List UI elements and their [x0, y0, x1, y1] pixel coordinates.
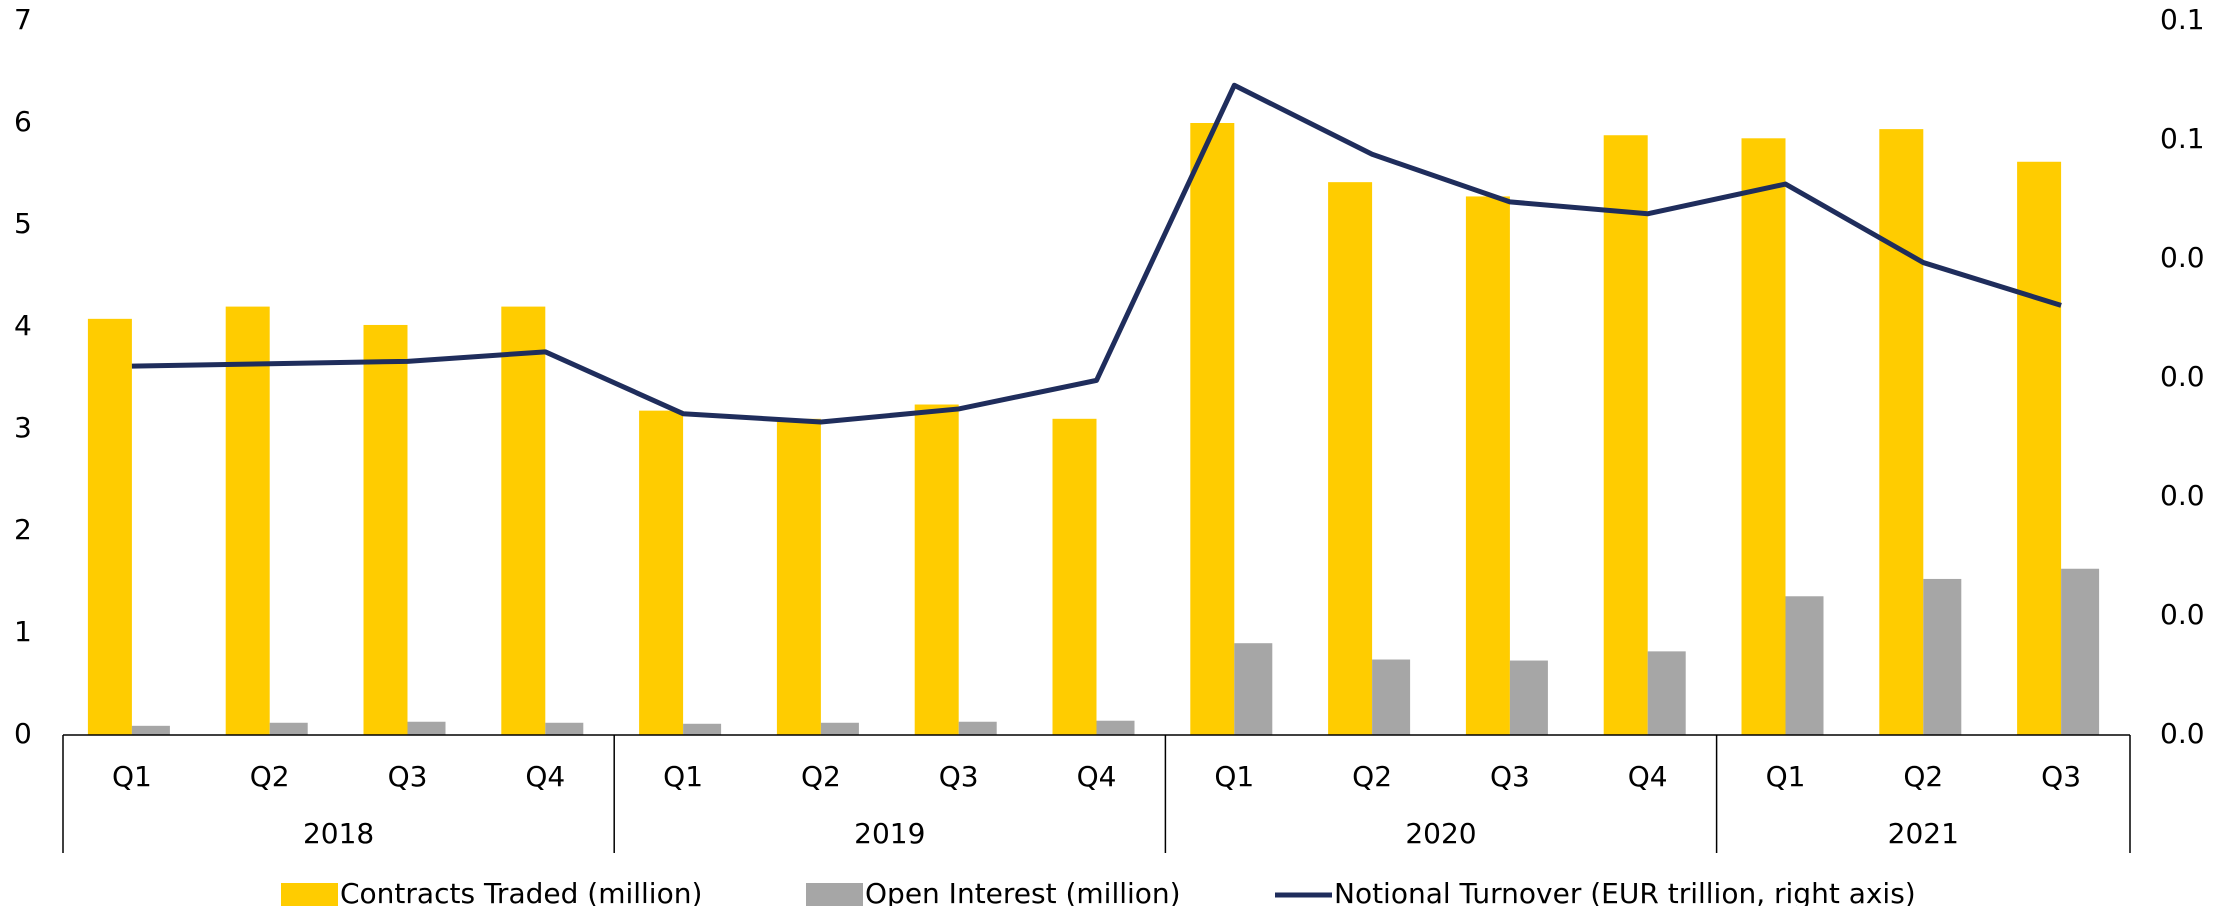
group-label: 2021 [1888, 817, 1959, 850]
x-tick-label: Q4 [1077, 760, 1117, 793]
bar [363, 324, 408, 735]
x-tick-label: Q3 [2041, 760, 2081, 793]
legend-label: Contracts Traded (million) [340, 877, 702, 906]
bar [131, 725, 170, 735]
bar [1647, 651, 1686, 735]
bar [1372, 659, 1411, 735]
x-tick-label: Q1 [1214, 760, 1254, 793]
x-tick-label: Q1 [663, 760, 703, 793]
y2-tick-label: 0.1 [2160, 122, 2205, 155]
y-tick-label: 6 [14, 105, 32, 138]
legend-label: Open Interest (million) [865, 877, 1181, 906]
bar [1603, 135, 1648, 736]
bar [501, 306, 546, 735]
y-tick-label: 5 [14, 207, 32, 240]
x-tick-label: Q1 [112, 760, 152, 793]
bar [1096, 720, 1135, 735]
bar [2061, 568, 2100, 735]
bar [2017, 161, 2062, 735]
bar [820, 722, 859, 735]
bar [269, 722, 308, 735]
bar [1328, 182, 1373, 735]
bar [1052, 418, 1097, 735]
y2-tick-label: 0.0 [2160, 598, 2205, 631]
bar [1785, 596, 1824, 735]
x-tick-label: Q1 [1766, 760, 1806, 793]
x-tick-label: Q3 [939, 760, 979, 793]
bar [225, 306, 270, 735]
bar [776, 418, 821, 735]
legend-label: Notional Turnover (EUR trillion, right a… [1334, 877, 1916, 906]
group-label: 2020 [1405, 817, 1476, 850]
legend-swatch [806, 883, 863, 906]
y2-tick-label: 0.0 [2160, 241, 2205, 274]
x-tick-label: Q2 [1352, 760, 1392, 793]
x-tick-label: Q4 [1628, 760, 1668, 793]
group-label: 2018 [303, 817, 374, 850]
y-tick-label: 2 [14, 513, 32, 546]
legend-swatch [281, 883, 338, 906]
y2-tick-label: 0.1 [2160, 3, 2205, 36]
x-tick-label: Q4 [525, 760, 565, 793]
y-tick-label: 7 [14, 3, 32, 36]
bar [1741, 138, 1786, 736]
y2-tick-label: 0.0 [2160, 479, 2205, 512]
x-tick-label: Q2 [250, 760, 290, 793]
x-tick-label: Q2 [1903, 760, 1943, 793]
y2-tick-label: 0.0 [2160, 360, 2205, 393]
y2-tick-label: 0.0 [2160, 717, 2205, 750]
y-tick-label: 1 [14, 615, 32, 648]
bar [683, 723, 722, 735]
y-tick-label: 0 [14, 717, 32, 750]
bar [1879, 129, 1924, 735]
bar [87, 318, 132, 735]
bar [1509, 660, 1548, 735]
bar [639, 410, 684, 735]
group-label: 2019 [854, 817, 925, 850]
bar [545, 722, 584, 735]
x-tick-label: Q2 [801, 760, 841, 793]
bar [1465, 196, 1510, 735]
y-tick-label: 4 [14, 309, 32, 342]
bar [1923, 578, 1962, 735]
bar [1234, 643, 1273, 735]
line [131, 82, 2062, 425]
y-tick-label: 3 [14, 411, 32, 444]
bar [914, 404, 959, 735]
x-tick-label: Q3 [388, 760, 428, 793]
bar [958, 721, 997, 735]
bar [1190, 123, 1235, 735]
x-tick-label: Q3 [1490, 760, 1530, 793]
bar [407, 721, 446, 735]
